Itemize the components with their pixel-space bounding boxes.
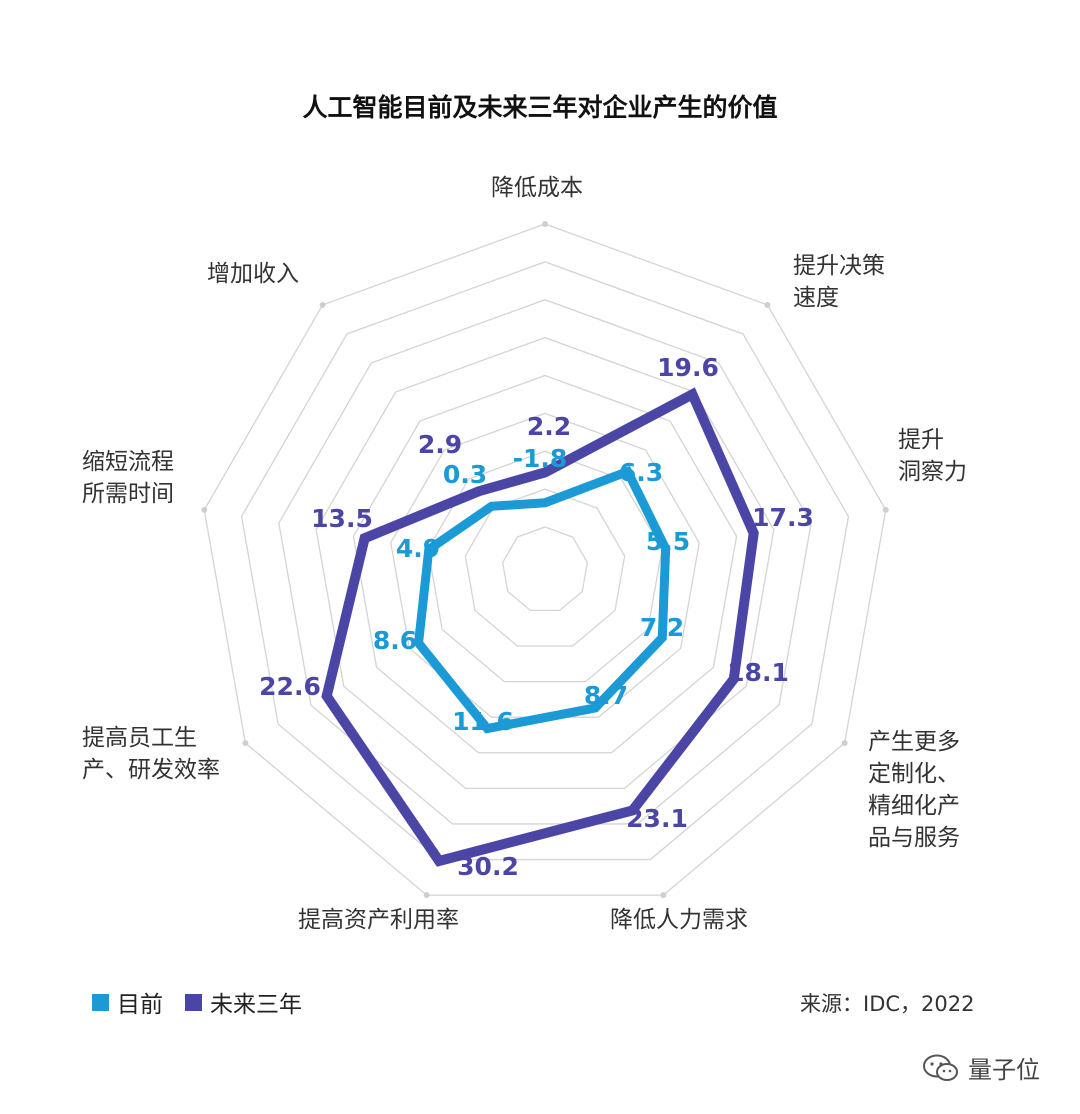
- legend-item-future: 未来三年: [185, 985, 302, 1019]
- legend-item-current: 目前: [92, 985, 163, 1019]
- axis-label: 提高资产利用率: [298, 907, 459, 933]
- axis-label: 提升 洞察力: [898, 427, 967, 485]
- legend: 目前 未来三年: [92, 985, 324, 1019]
- value-label: 4.9: [396, 534, 440, 563]
- value-label: 5.5: [646, 527, 690, 556]
- axis-label: 降低人力需求: [610, 907, 748, 933]
- axis-end-dot: [242, 740, 249, 746]
- grid-ring: [278, 299, 812, 825]
- value-label: 11.6: [452, 707, 514, 736]
- value-label: 7.2: [640, 613, 684, 642]
- grid-ring: [352, 374, 738, 754]
- value-label: 8.7: [584, 681, 628, 710]
- watermark-text: 量子位: [968, 1056, 1040, 1084]
- axis-end-dot: [423, 892, 430, 899]
- value-label: 0.3: [443, 460, 487, 489]
- axis-end-dot: [319, 301, 326, 308]
- axis-end-dot: [542, 221, 548, 227]
- axis-end-dot: [882, 506, 889, 513]
- value-label: 13.5: [311, 504, 373, 533]
- axis-end-dot: [660, 892, 667, 899]
- legend-label-future: 未来三年: [210, 992, 302, 1018]
- value-label: 2.9: [418, 430, 462, 459]
- value-label: 19.6: [657, 353, 719, 382]
- wechat-icon: [923, 1054, 958, 1081]
- radar-grid: [201, 221, 889, 899]
- grid-ring: [203, 223, 887, 896]
- legend-label-current: 目前: [117, 992, 163, 1018]
- grid-ring: [427, 450, 663, 683]
- axis-label: 提升决策 速度: [793, 253, 885, 311]
- axis-end-dot: [201, 506, 208, 513]
- value-label: 6.3: [619, 458, 663, 487]
- source-note: 来源：IDC，2022: [800, 992, 975, 1016]
- value-label: 18.1: [727, 658, 789, 687]
- axis-label: 产生更多 定制化、 精细化产 品与服务: [868, 729, 960, 851]
- series-line-current: [413, 465, 671, 734]
- axis-label: 缩短流程 所需时间: [82, 449, 174, 507]
- legend-swatch-future: [185, 993, 202, 1011]
- axis-end-dot: [841, 740, 848, 746]
- value-label: 17.3: [752, 503, 814, 532]
- value-label: 8.6: [373, 626, 417, 655]
- grid-ring: [464, 488, 626, 647]
- value-label: 23.1: [626, 804, 688, 833]
- grid-ring: [501, 526, 589, 612]
- series-line-future: [321, 387, 759, 867]
- axis-end-dot: [764, 301, 771, 308]
- axis-label: 增加收入: [207, 261, 299, 287]
- value-label: 2.2: [527, 412, 571, 441]
- value-label: 22.6: [259, 672, 321, 701]
- radar-chart: -1.8 6.3 5.5 7.2 8.7 11.6 8.6 4.9 0.3 2.2 19.6 17.3…: [201, 221, 889, 899]
- grid-ring: [240, 261, 850, 861]
- axis-label: 提高员工生 产、研发效率: [82, 725, 220, 783]
- grid-ring: [315, 336, 775, 790]
- axis-label: 降低成本: [491, 175, 583, 201]
- chart-title: 人工智能目前及未来三年对企业产生的价值: [302, 93, 778, 122]
- value-label: -1.8: [513, 444, 568, 473]
- watermark: 量子位: [922, 1050, 1040, 1085]
- legend-swatch-current: [92, 993, 109, 1011]
- value-label: 30.2: [457, 852, 519, 881]
